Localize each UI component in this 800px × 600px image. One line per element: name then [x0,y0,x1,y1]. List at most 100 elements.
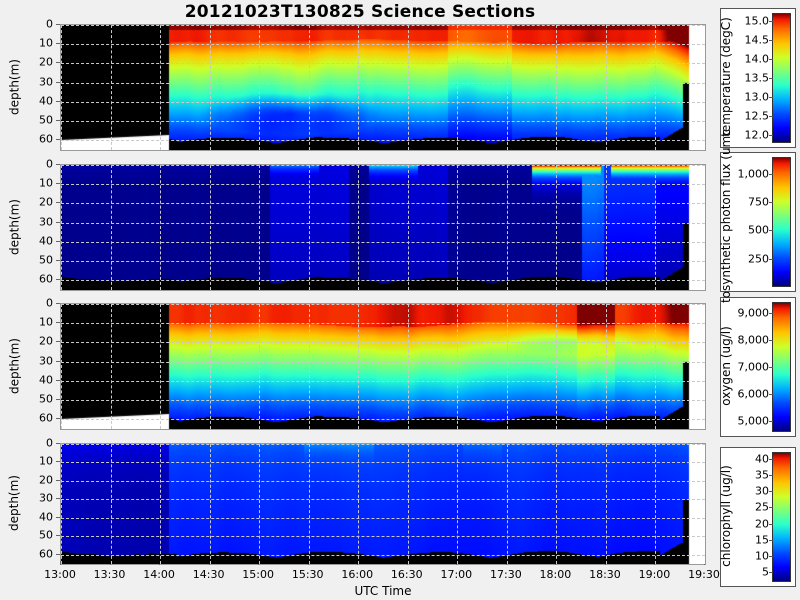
y-tick-mark [56,221,60,223]
y-tick-mark [56,183,60,185]
y-tick-mark [56,279,60,281]
colorbar-tick-mark [769,173,773,175]
vertical-gridline [705,304,706,429]
colorbar-tick-mark [769,539,773,541]
colorbar-tick-mark [769,458,773,460]
y-tick-mark [56,399,60,401]
vertical-gridline [705,25,706,150]
plot-area-temperature [60,24,706,151]
y-tick-label: 20 [39,334,53,348]
y-tick-mark [56,62,60,64]
y-axis-label: depth(m) [7,475,21,531]
colorbar-tick-mark [769,491,773,492]
colorbar-tick-label: 7,000 [737,360,770,374]
colorbar-tick-label: 30 [755,484,769,498]
y-tick-label: 50 [39,113,53,127]
vertical-gridline [705,165,706,290]
colorbar-gradient [772,157,791,287]
y-tick-label: 20 [39,473,53,487]
colorbar-gradient [772,13,791,143]
colorbar-temperature: 15.0 14.5 14.0 13.5 13.0 12.5 12.0 [716,8,798,148]
y-tick-label: 40 [39,373,53,387]
panel-oxygen [60,303,706,430]
y-tick-mark [56,341,60,343]
y-tick-mark [56,24,60,25]
colorbar-tick-mark [769,58,773,60]
y-tick-mark [56,418,60,420]
heatmap-oxygen [61,304,705,429]
colorbar-tick-label: 13.5 [744,71,770,85]
colorbar-frame: 15.0 14.5 14.0 13.5 13.0 12.5 12.0 [720,8,796,148]
colorbar-frame: 40 35 30 25 20 15 10 5 [720,447,796,587]
colorbar-tick-label: 14.0 [744,52,770,66]
y-tick-mark [56,479,60,481]
y-tick-label: 40 [39,510,53,524]
y-tick-mark [56,240,60,242]
colorbar-tick-mark [769,474,773,476]
panel-chlorophyll [60,443,706,565]
colorbar-tick-mark [769,556,773,557]
colorbar-tick-label: 20 [755,517,769,530]
y-tick-label: 20 [39,55,53,69]
panel-temperature [60,24,706,151]
y-tick-mark [56,100,60,102]
y-tick-label: 30 [39,75,53,89]
x-tick-mark [60,561,61,565]
colorbar-tick-label: 13.0 [744,90,770,104]
colorbar-tick-mark [769,202,773,204]
y-tick-label: 0 [46,296,53,310]
x-tick-label: 19:30 [688,568,720,581]
colorbar-tick-mark [769,78,773,79]
colorbar-tick-mark [769,367,773,368]
y-tick-mark [56,139,60,141]
colorbar-tick-mark [769,507,773,509]
y-tick-mark [56,553,60,555]
y-axis-label: depth(m) [7,337,21,394]
colorbar-gradient [772,452,791,582]
x-axis: 13:00 13:30 14:00 14:30 15:00 15:30 16:00 16:30… [44,561,720,599]
y-tick-label: 60 [39,132,53,146]
x-tick-label: 14:00 [143,568,175,581]
colorbar-frame: 1,000 750 500 250 [720,152,796,292]
colorbar-tick-label: 750 [748,195,769,209]
heatmap-temperature [61,25,705,150]
colorbar-tick-mark [769,135,773,137]
colorbar-tick-mark [769,421,773,423]
y-tick-label: 30 [39,491,53,505]
x-tick-label: 19:00 [638,568,671,581]
y-tick-mark [56,43,60,45]
colorbar-tick-label: 250 [748,252,769,266]
colorbar-tick-label: 1,000 [737,167,770,181]
colorbar-photosynthetic_photon_flux: 1,000 750 500 250 [716,152,798,292]
y-tick-label: 0 [46,157,53,171]
heatmap-photosynthetic_photon_flux [61,165,705,290]
y-tick-mark [56,322,60,324]
heatmap-chlorophyll [61,444,705,564]
y-tick-label: 50 [39,253,53,267]
colorbar-tick-mark [769,258,773,260]
y-tick-mark [56,360,60,362]
colorbar-tick-mark [769,39,773,41]
y-tick-mark [56,535,60,537]
x-tick-label: 17:30 [489,568,522,581]
colorbar-chlorophyll: 40 35 30 25 20 15 10 5 [716,447,798,587]
x-tick-label: 16:30 [390,568,423,581]
colorbar-tick-label: 35 [755,468,769,482]
x-tick-label: 18:30 [589,568,621,581]
colorbar-tick-label: 40 [755,452,769,465]
y-tick-mark [56,120,60,122]
y-tick-mark [56,260,60,262]
y-tick-label: 0 [46,17,53,31]
x-tick-label: 18:00 [539,568,572,581]
colorbar-tick-label: 12.0 [744,128,770,142]
colorbar-tick-mark [769,20,773,22]
x-axis-label: UTC Time [354,584,412,598]
colorbar-oxygen: 9,000 8,000 7,000 6,000 5,000 [716,297,798,437]
colorbar-tick-mark [769,339,773,341]
colorbar-tick-label: 5,000 [737,414,770,428]
y-tick-label: 60 [39,272,53,286]
colorbar-tick-label: 5 [762,565,769,579]
y-tick-mark [56,202,60,204]
colorbar-tick-label: 10 [755,549,769,563]
